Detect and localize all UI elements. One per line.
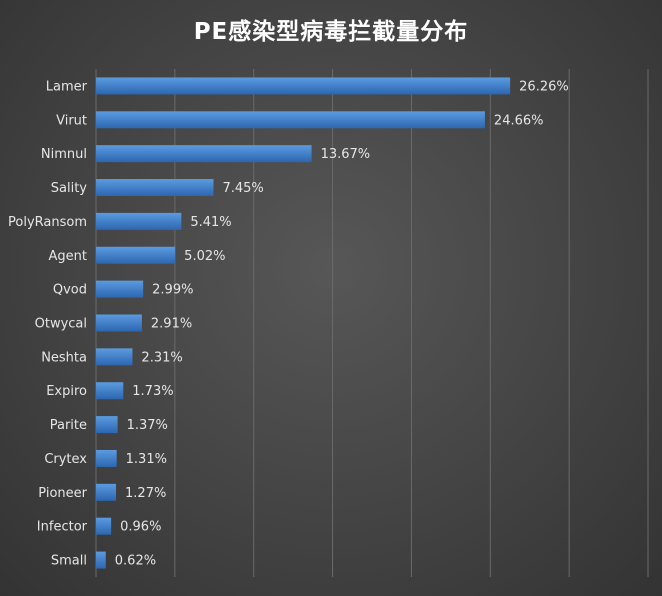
bar-otwycal [96,314,142,332]
category-label: Lamer [46,79,88,94]
bar-agent [96,246,176,264]
data-label: 1.73% [132,384,173,399]
bar-small [96,551,106,569]
bar-polyransom [96,212,182,230]
bars [96,77,511,569]
bar-infector [96,517,112,535]
data-label: 26.26% [519,79,569,94]
category-label: Parite [50,418,87,433]
category-labels: Lamer Virut Nimnul Sality PolyRansom Agent Qvo… [8,79,88,568]
data-label: 5.41% [190,215,231,230]
category-label: Neshta [41,350,87,365]
category-label: Sality [51,181,88,196]
value-labels: 26.26% 24.66% 13.67% 7.45% 5.41% 5.02% 2.99% 2.… [115,79,569,568]
data-label: 1.37% [127,418,168,433]
category-label: Small [51,554,87,569]
bar-virut [96,111,485,129]
bar-crytex [96,449,117,467]
bar-pioneer [96,483,117,501]
category-label: Expiro [46,384,87,399]
category-label: Crytex [44,452,87,467]
data-label: 0.96% [120,520,161,535]
bar-sality [96,179,214,197]
bar-neshta [96,348,133,366]
category-label: PolyRansom [8,215,87,230]
category-label: Infector [37,520,88,535]
data-label: 2.99% [152,283,193,298]
data-label: 1.27% [125,486,166,501]
category-label: Pioneer [38,486,87,501]
category-label: Virut [56,113,87,128]
bar-parite [96,416,118,434]
data-label: 7.45% [222,181,263,196]
bar-lamer [96,77,511,95]
data-label: 24.66% [494,113,544,128]
data-label: 2.91% [151,317,192,332]
bar-qvod [96,280,144,298]
data-label: 2.31% [141,350,182,365]
bar-expiro [96,382,124,400]
category-label: Nimnul [41,147,87,162]
data-label: 1.31% [126,452,167,467]
category-label: Otwycal [35,317,87,332]
data-label: 13.67% [321,147,371,162]
category-label: Agent [49,249,87,264]
data-label: 0.62% [115,554,156,569]
data-label: 5.02% [184,249,225,264]
chart-title: PE感染型病毒拦截量分布 [193,19,469,45]
bar-nimnul [96,145,312,163]
category-label: Qvod [53,283,87,298]
